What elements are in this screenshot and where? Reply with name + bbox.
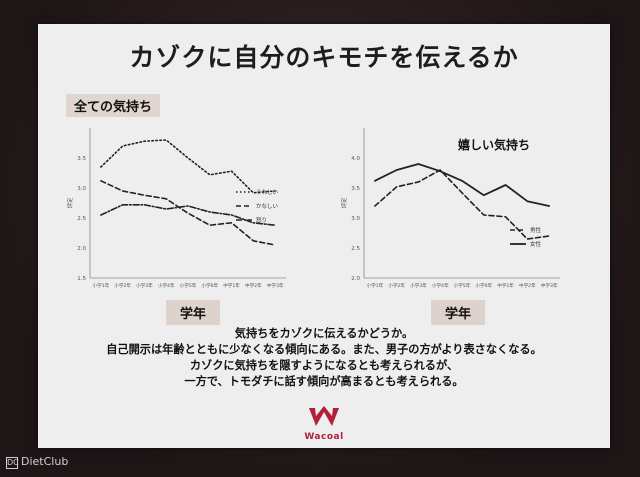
legend-label-0: うれしい: [256, 189, 279, 196]
caption-line-4: 一方で、トモダチに話す傾向が高まるとも考えられる。: [184, 375, 464, 388]
x-tick-label: 中学3年: [541, 282, 558, 289]
x-tick-label: 小学5年: [180, 282, 197, 289]
wacoal-logo: Wacoal: [300, 406, 348, 446]
right-chart-title: 嬉しい気持ち: [458, 138, 531, 152]
x-tick-label: 小学3年: [410, 282, 427, 289]
wacoal-logo-text: Wacoal: [304, 432, 344, 442]
y-tick-label: 2.5: [351, 246, 360, 252]
wacoal-mark-icon: [309, 406, 339, 426]
caption-line-2: 自己開示は年齢とともに少なくなる傾向にある。また、男子の方がより表さなくなる。: [106, 343, 542, 356]
legend-label-2: 怒り: [256, 216, 267, 224]
x-tick-label: 小学4年: [432, 282, 449, 289]
dc-logo-icon: DC: [6, 457, 19, 469]
x-tick-label: 小学6年: [201, 282, 218, 289]
legend-label-0: 男性: [530, 226, 542, 234]
slide-caption: 気持ちをカゾクに伝えるかどうか。 自己開示は年齢とともに少なくなる傾向にある。ま…: [38, 326, 610, 390]
x-tick-label: 中学1年: [223, 282, 240, 289]
legend-label-1: 女性: [530, 240, 542, 248]
x-tick-label: 小学6年: [475, 282, 492, 289]
y-tick-label: 1.5: [77, 276, 86, 282]
x-tick-label: 小学1年: [367, 282, 384, 289]
series-line-0: [100, 139, 276, 194]
x-tick-label: 小学2年: [388, 282, 405, 289]
caption-line-1: 気持ちをカゾクに伝えるかどうか。: [234, 327, 414, 340]
y-tick-label: 2.5: [77, 216, 86, 222]
presentation-slide: カゾクに自分のキモチを伝えるか 全ての気持ち 嬉しい気持ち 1.5 2.0 2.5 3…: [38, 24, 610, 448]
series-line-1: [100, 179, 276, 246]
right-chart-xlabel: 学年: [431, 300, 486, 325]
x-tick-label: 中学2年: [519, 282, 536, 289]
watermark-text: DietClub: [21, 455, 69, 468]
x-tick-label: 小学4年: [158, 282, 175, 289]
y-tick-label: 2.0: [77, 246, 86, 252]
x-tick-label: 小学5年: [454, 282, 471, 289]
y-tick-label: 3.0: [77, 186, 86, 192]
y-axis-label: 評定: [340, 197, 348, 209]
x-tick-label: 中学1年: [497, 282, 514, 289]
x-tick-label: 小学3年: [136, 282, 153, 289]
y-tick-label: 3.5: [351, 186, 360, 192]
legend-label-1: かなしい: [256, 203, 279, 210]
left-chart-title: 全ての気持ち: [66, 94, 161, 117]
series-line-0: [374, 169, 550, 240]
series-line-2: [100, 204, 276, 226]
caption-line-3: カゾクに気持ちを隠すようになるとも考えられるが、: [189, 359, 459, 372]
y-tick-label: 4.0: [351, 156, 360, 162]
left-chart-xlabel: 学年: [166, 300, 221, 325]
y-axis-label: 評定: [66, 197, 74, 209]
x-tick-label: 中学3年: [267, 282, 284, 289]
slide-title: カゾクに自分のキモチを伝えるか: [129, 43, 519, 72]
y-tick-label: 3.0: [351, 216, 360, 222]
series-line-1: [374, 163, 551, 207]
watermark: DC DietClub: [6, 455, 68, 469]
x-tick-label: 中学2年: [245, 282, 262, 289]
y-tick-label: 3.5: [77, 156, 86, 162]
y-tick-label: 2.0: [351, 276, 360, 282]
x-tick-label: 小学2年: [114, 282, 131, 289]
x-tick-label: 小学1年: [93, 282, 110, 289]
